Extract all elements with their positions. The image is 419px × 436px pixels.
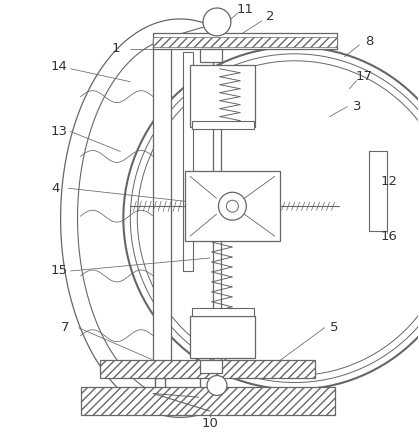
Text: 5: 5	[330, 321, 339, 334]
Bar	[153, 37, 337, 47]
Bar	[200, 49, 222, 62]
Bar	[185, 171, 280, 241]
Text: 12: 12	[381, 175, 398, 188]
Text: 11: 11	[236, 3, 253, 16]
Text: 1: 1	[111, 42, 120, 55]
Bar	[153, 33, 337, 49]
Bar	[192, 308, 254, 316]
Text: 4: 4	[52, 182, 60, 195]
Bar	[200, 360, 222, 372]
Bar	[192, 121, 254, 129]
Text: 10: 10	[202, 417, 218, 430]
Bar	[190, 316, 255, 358]
Bar	[183, 52, 193, 271]
Bar	[101, 360, 315, 378]
Text: 8: 8	[365, 35, 374, 48]
Text: 2: 2	[266, 10, 274, 24]
Text: 7: 7	[61, 321, 70, 334]
Bar	[190, 65, 255, 126]
Circle shape	[203, 8, 231, 36]
Circle shape	[226, 200, 238, 212]
Text: 17: 17	[356, 70, 373, 83]
Circle shape	[207, 375, 227, 395]
Bar	[80, 388, 334, 416]
Text: 13: 13	[50, 125, 67, 138]
Circle shape	[218, 192, 246, 220]
Text: 14: 14	[50, 60, 67, 73]
Bar	[370, 151, 387, 231]
Bar	[153, 39, 171, 378]
Text: 3: 3	[353, 100, 362, 113]
Text: 16: 16	[381, 230, 398, 242]
Text: 15: 15	[50, 265, 67, 277]
